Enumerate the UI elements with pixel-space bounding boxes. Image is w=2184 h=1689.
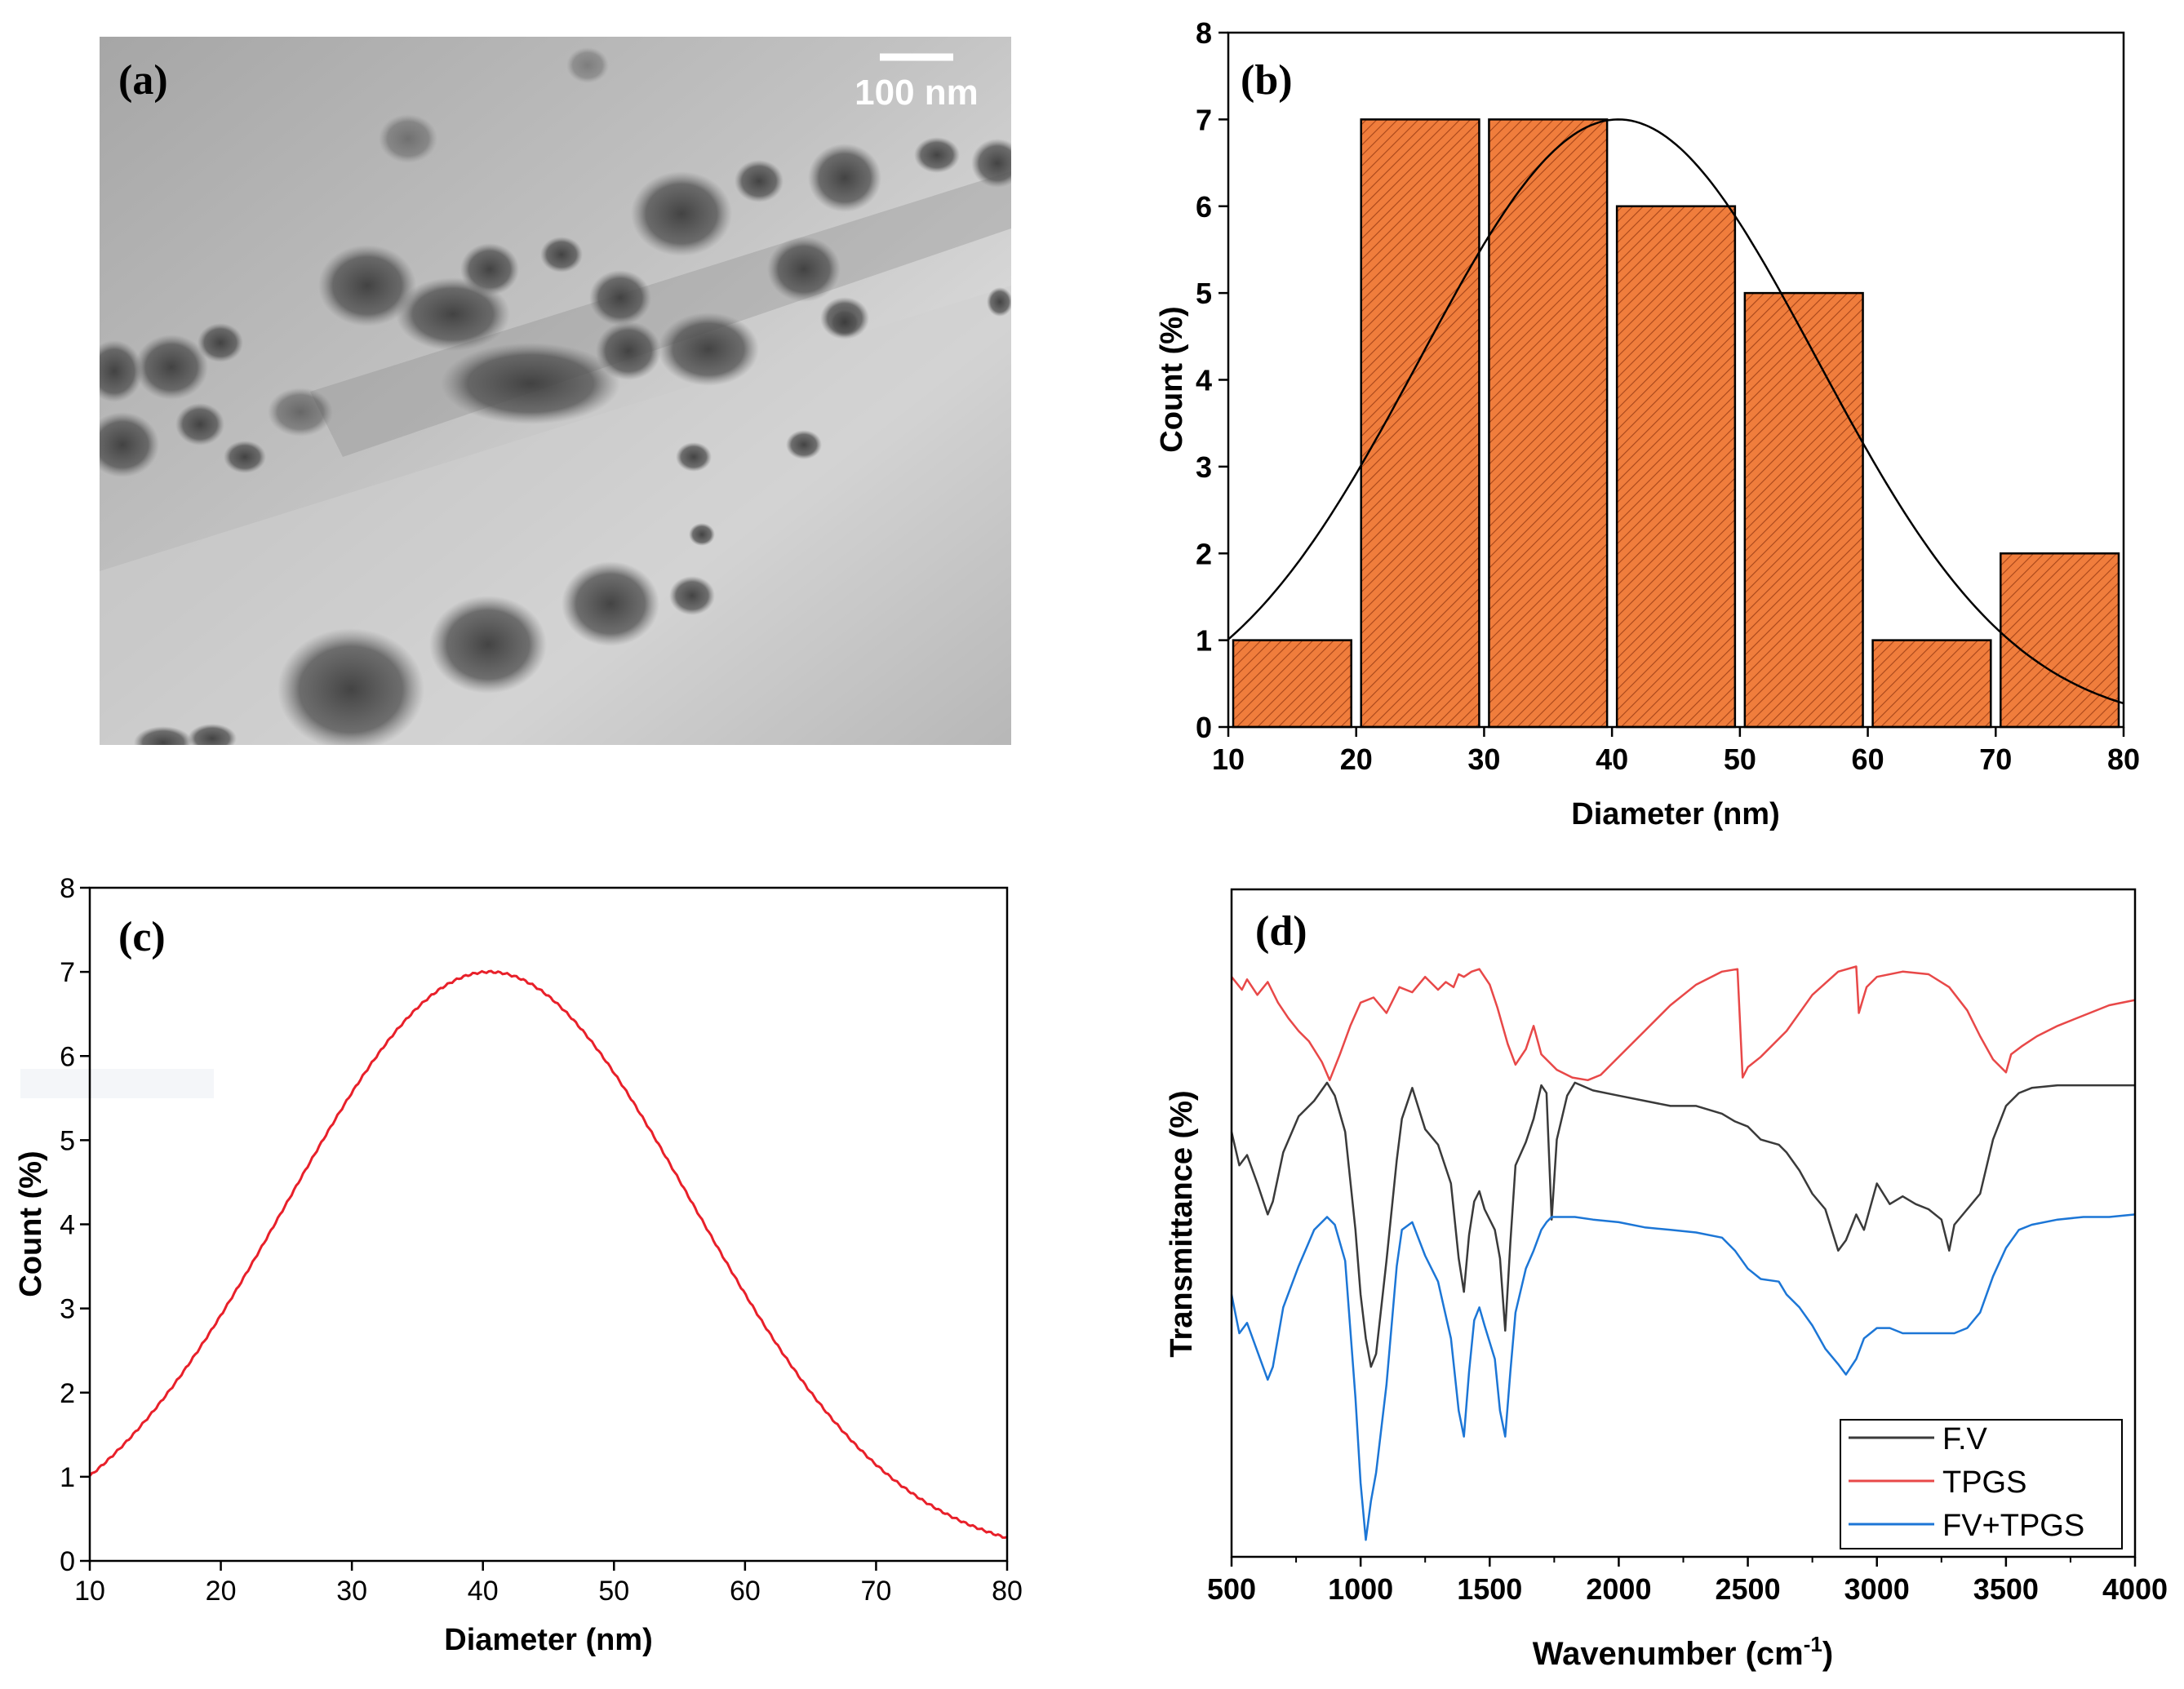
y-ticks-b: 0 1 2 3 4 5 6 7 8 [1196, 16, 1228, 744]
x-ticks-d: 500 1000 1500 2000 2500 3000 3500 4000 [1207, 1557, 2168, 1606]
legend-label-fv: F.V [1942, 1422, 1988, 1456]
y-axis-label-c: Count (%) [14, 1150, 48, 1297]
ftir-spectra [1230, 965, 2136, 1541]
x-tick-label: 2500 [1716, 1572, 1781, 1606]
y-tick-label: 5 [60, 1125, 75, 1156]
histogram-bar-40-50 [1615, 205, 1737, 729]
x-tick-label: 4000 [2102, 1572, 2168, 1606]
x-tick-label: 20 [1340, 743, 1373, 776]
y-tick-label: 0 [60, 1546, 75, 1577]
spectrum-f-v [1230, 1081, 2135, 1368]
legend-box [1840, 1419, 2123, 1549]
y-tick-label: 3 [60, 1294, 75, 1325]
spectrum-tpgs [1231, 965, 2136, 1082]
scale-bar-label: 100 nm [855, 73, 979, 113]
y-tick-label: 8 [1196, 16, 1212, 50]
x-tick-label: 40 [468, 1576, 499, 1607]
legend-label-tpgs: TPGS [1942, 1465, 2026, 1500]
x-tick-label: 30 [336, 1576, 367, 1607]
histogram-bar-70-80 [2000, 552, 2120, 729]
x-axis-label-b: Diameter (nm) [1571, 797, 1780, 831]
x-tick-label: 10 [74, 1576, 105, 1607]
x-tick-label: 40 [1596, 743, 1628, 776]
x-tick-label: 2000 [1586, 1572, 1651, 1606]
x-tick-label: 10 [1212, 743, 1245, 776]
y-axis-label-d: Transmittance (%) [1165, 1090, 1199, 1357]
x-tick-label: 60 [1852, 743, 1884, 776]
legend-label-fvtpgs: FV+TPGS [1942, 1509, 2084, 1543]
y-tick-label: 1 [60, 1462, 75, 1493]
x-ticks-b: 10 20 30 40 50 60 70 80 [1212, 727, 2140, 776]
x-axis-label-c: Diameter (nm) [444, 1623, 653, 1657]
x-axis-label-d-end: ) [1822, 1636, 1833, 1672]
y-tick-label: 6 [60, 1041, 75, 1072]
x-axis-label-d-main: Wavenumber (cm [1533, 1636, 1804, 1672]
y-tick-label: 2 [60, 1378, 75, 1409]
y-tick-label: 7 [1196, 103, 1212, 136]
tem-particles [100, 47, 1011, 745]
panel-a-label: (a) [118, 57, 168, 104]
x-tick-label: 70 [1979, 743, 2012, 776]
x-tick-label: 500 [1207, 1572, 1256, 1606]
y-tick-label: 4 [60, 1210, 75, 1241]
histogram-bar-10-20 [1232, 639, 1352, 729]
panel-c-label: (c) [118, 914, 166, 960]
gaussian-fit-line [1227, 118, 2124, 705]
histogram-bar-60-70 [1871, 639, 1992, 729]
histogram-bars [1232, 118, 2120, 729]
legend: F.V TPGS FV+TPGS [1840, 1419, 2123, 1549]
histogram-bar-50-60 [1743, 291, 1864, 729]
x-tick-label: 80 [2107, 743, 2140, 776]
y-tick-label: 6 [1196, 190, 1212, 224]
panel-d: 500 1000 1500 2000 2500 3000 3500 4000 (d) Wave… [1165, 888, 2168, 1672]
y-tick-label: 8 [60, 873, 75, 904]
y-tick-label: 0 [1196, 711, 1212, 744]
x-tick-label: 50 [598, 1576, 629, 1607]
x-tick-label: 1500 [1457, 1572, 1522, 1606]
y-tick-label: 2 [1196, 537, 1212, 570]
y-ticks-c: 0 1 2 3 4 5 6 7 8 [60, 873, 90, 1577]
panel-b: 10 20 30 40 50 60 70 80 0 1 2 3 4 5 6 7 8 (b) Diameter … [1155, 16, 2140, 831]
faint-overlay [20, 1069, 214, 1098]
x-tick-label: 3000 [1844, 1572, 1910, 1606]
spectrum-fv-tpgs [1230, 1213, 2136, 1541]
distribution-curve [88, 969, 1008, 1540]
y-tick-label: 1 [1196, 624, 1212, 658]
y-tick-label: 5 [1196, 277, 1212, 310]
panel-c: 10 20 30 40 50 60 70 80 0 1 2 3 4 5 6 7 8 (c) Diameter … [14, 873, 1023, 1657]
y-axis-label-b: Count (%) [1155, 306, 1189, 452]
x-tick-label: 80 [992, 1576, 1023, 1607]
x-tick-label: 70 [861, 1576, 892, 1607]
x-tick-label: 30 [1467, 743, 1500, 776]
histogram-bar-30-40 [1488, 118, 1609, 729]
y-tick-label: 7 [60, 957, 75, 988]
x-tick-label: 1000 [1328, 1572, 1393, 1606]
panel-b-label: (b) [1241, 57, 1293, 104]
y-tick-label: 3 [1196, 450, 1212, 484]
x-tick-label: 3500 [1973, 1572, 2039, 1606]
x-ticks-c: 10 20 30 40 50 60 70 80 [74, 1561, 1023, 1607]
x-tick-label: 20 [206, 1576, 237, 1607]
y-tick-label: 4 [1196, 364, 1212, 397]
x-axis-label-d: Wavenumber (cm-1) [1533, 1632, 1833, 1672]
panel-d-label: (d) [1255, 908, 1307, 955]
histogram-bar-20-30 [1360, 118, 1480, 729]
x-tick-label: 50 [1724, 743, 1756, 776]
x-tick-label: 60 [730, 1576, 761, 1607]
x-axis-label-d-sup: -1 [1804, 1632, 1822, 1656]
panel-a: (a) 100 nm [100, 37, 1011, 745]
